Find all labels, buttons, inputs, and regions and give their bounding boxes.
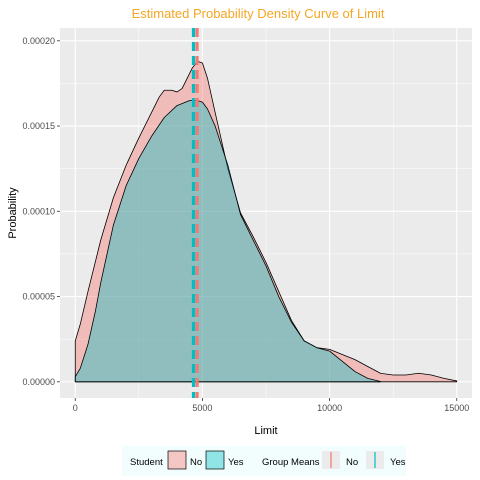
major-gridlines (60, 28, 472, 398)
x-axis-ticks: 0 5000 10000 15000 (73, 398, 469, 413)
density-areas (74, 60, 458, 383)
chart-title: Estimated Probability Density Curve of L… (132, 6, 385, 21)
legend-label-no: No (190, 457, 202, 468)
y-tick-label: 0.00015 (22, 121, 55, 131)
y-tick-label: 0.00005 (22, 292, 55, 302)
y-axis-title: Probability (7, 187, 19, 239)
x-tick-label: 0 (73, 403, 78, 413)
legend-key-no-fill (167, 450, 187, 470)
legend-line-label-yes: Yes (390, 457, 406, 468)
density-area-no (74, 60, 458, 383)
legend-line-label-no: No (346, 457, 358, 468)
legend-key-yes-fill (205, 450, 225, 470)
legend-label-yes: Yes (228, 457, 244, 468)
legend-line-title: Group Means (262, 457, 320, 468)
legend: Student No Yes Group Means No Yes (122, 446, 406, 476)
x-tick-label: 5000 (192, 403, 212, 413)
legend-fill-title: Student (130, 457, 163, 468)
x-tick-label: 10000 (317, 403, 342, 413)
x-axis-title: Limit (254, 425, 277, 437)
group-mean-lines (191, 28, 199, 398)
x-tick-label: 15000 (444, 403, 469, 413)
minor-gridlines (60, 28, 472, 398)
y-axis-ticks: 0.00000 0.00005 0.00010 0.00015 0.00020 (22, 36, 60, 387)
y-tick-label: 0.00010 (22, 206, 55, 216)
y-tick-label: 0.00000 (22, 377, 55, 387)
y-tick-label: 0.00020 (22, 36, 55, 46)
density-area-yes (74, 100, 381, 383)
